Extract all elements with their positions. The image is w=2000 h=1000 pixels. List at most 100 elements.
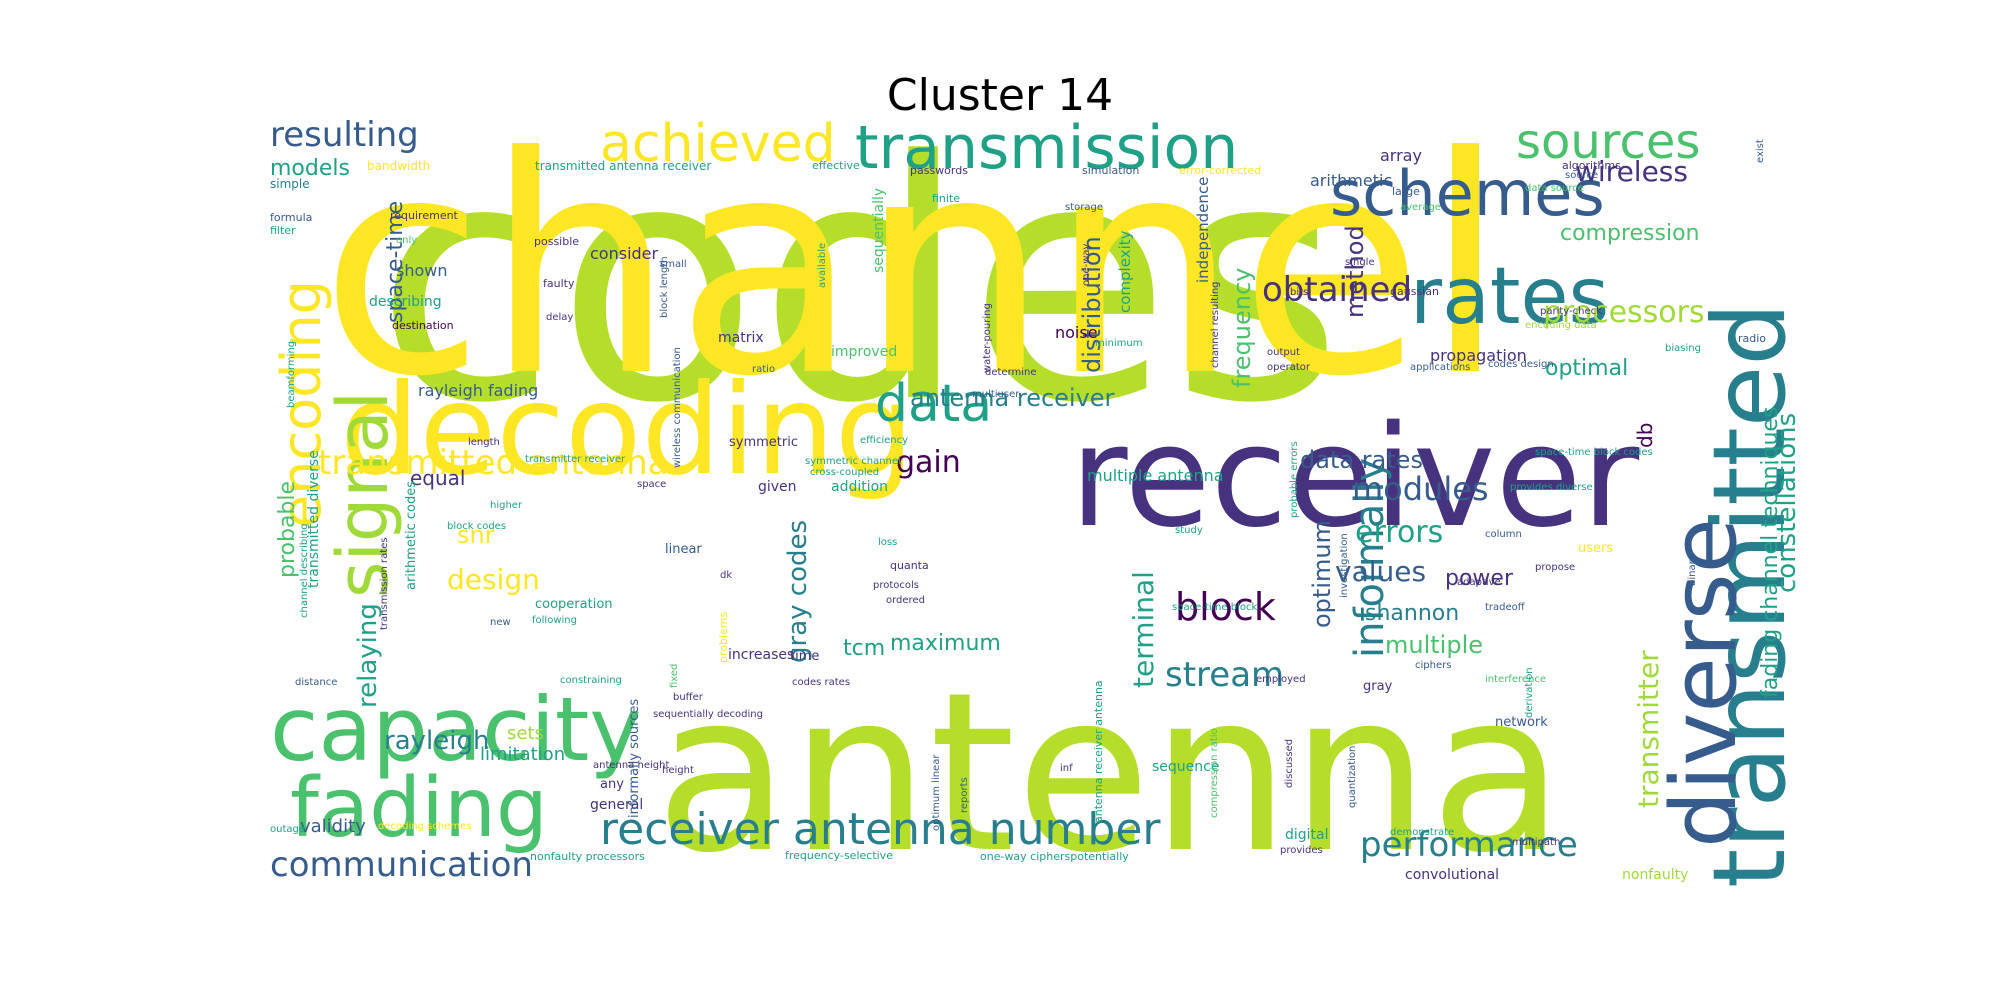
cloud-word: propagation: [1430, 346, 1527, 365]
cloud-word: tradeoff: [1485, 602, 1525, 613]
cloud-word: transmission: [855, 118, 1239, 183]
cloud-word: parity-check: [1540, 306, 1602, 317]
cloud-word: protocols: [873, 580, 920, 591]
cloud-word: effective: [812, 159, 860, 172]
cloud-word: linear: [665, 542, 702, 557]
cloud-word: channel describing: [299, 523, 310, 618]
cloud-word: multiuser: [972, 389, 1020, 400]
cloud-word: network: [1495, 715, 1548, 730]
cloud-word: tcm: [843, 636, 886, 661]
cloud-word: employed: [1256, 674, 1306, 685]
cloud-word: shannon: [1365, 601, 1460, 626]
cloud-word: optimal: [1545, 356, 1629, 381]
cloud-word: frequency: [1228, 267, 1256, 388]
cloud-word: fading: [290, 761, 548, 856]
cloud-word: transmitter receiver: [525, 454, 626, 465]
cloud-word: single: [1345, 257, 1375, 268]
cloud-word: power: [1445, 566, 1513, 591]
cloud-word: simple: [270, 177, 310, 191]
cloud-word: transmitter: [1632, 650, 1665, 808]
cloud-word: validity: [300, 816, 366, 837]
cloud-word: antenna receiver antenna: [1092, 680, 1105, 823]
cloud-word: receiver antenna number: [600, 804, 1161, 855]
cloud-word: any: [600, 777, 624, 792]
cloud-word: equal: [410, 466, 466, 490]
cloud-word: addition: [831, 479, 889, 495]
cloud-word: transmitted antenna: [318, 443, 669, 483]
cloud-word: method: [1341, 225, 1369, 318]
cloud-word: terminal: [1127, 571, 1160, 688]
cloud-word: shown: [396, 261, 448, 280]
cloud-word: following: [532, 615, 577, 626]
cloud-word: small: [660, 259, 687, 270]
cloud-word: compression ratio: [1209, 728, 1220, 818]
cloud-word: space-time block: [1172, 602, 1258, 613]
cloud-word: frequency-selective: [785, 849, 893, 862]
cloud-word: models: [270, 156, 350, 181]
cloud-word: rayleigh fading: [418, 381, 539, 400]
cloud-word: multiple antenna: [1087, 466, 1224, 485]
cloud-word: block: [1175, 585, 1276, 629]
cloud-word: constraining: [560, 675, 622, 686]
cloud-word: possible: [534, 235, 580, 248]
cloud-word: processors: [1543, 295, 1705, 330]
cloud-word: data rates: [1300, 446, 1423, 474]
cloud-word: arithmetic codes: [404, 480, 419, 590]
cloud-word: rayleigh: [384, 726, 490, 756]
cloud-word: simulation: [1082, 164, 1140, 177]
cloud-word: formula: [270, 211, 313, 224]
cloud-word: provides: [1280, 845, 1323, 856]
cloud-word: efficiency: [860, 435, 909, 446]
cloud-word: available: [817, 242, 828, 288]
cloud-word: error-corrected: [1179, 164, 1262, 177]
cloud-word: exist: [1755, 139, 1766, 163]
cloud-word: algorithms: [1562, 159, 1621, 172]
cloud-word: water-pouring: [982, 303, 993, 373]
cloud-word: cooperation: [535, 597, 613, 612]
cloud-word: space-time block codes: [1535, 447, 1653, 458]
cloud-word: wireless communication: [672, 347, 683, 468]
cloud-word: given: [758, 479, 797, 495]
cloud-word: buffer: [673, 692, 703, 703]
cloud-word: time: [790, 649, 820, 664]
cloud-word: relaying: [353, 603, 383, 708]
cloud-word: performance: [1360, 825, 1578, 865]
cloud-word: arithmetic: [1310, 171, 1393, 190]
cloud-word: codes design: [1488, 359, 1554, 370]
cloud-word: minimum: [1095, 338, 1143, 349]
cloud-word: inf: [1060, 763, 1073, 774]
cloud-word: nonfaulty: [1622, 867, 1689, 883]
cloud-word: applications: [1410, 362, 1471, 373]
cloud-word: biasing: [1665, 343, 1701, 354]
cloud-word: decoding: [340, 358, 915, 503]
cloud-word: distance: [295, 677, 338, 688]
cloud-word: rates: [1410, 252, 1610, 342]
cloud-word: height: [662, 765, 694, 776]
cloud-word: data source: [1525, 183, 1584, 194]
cloud-word: limitation: [480, 744, 566, 765]
cloud-word: adaptive: [1457, 577, 1501, 588]
cloud-word: gray: [1363, 679, 1393, 694]
cloud-word: antenna height: [593, 760, 670, 771]
cloud-word: fading channel techniques: [1758, 406, 1783, 698]
cloud-word: communication: [270, 845, 533, 885]
cloud-word: source: [1565, 170, 1599, 181]
cloud-word: fixed: [669, 663, 680, 688]
cloud-word: decoding schemes: [378, 821, 472, 832]
cloud-word: informally sources: [627, 698, 642, 818]
cloud-word: quantization: [1347, 745, 1358, 808]
cloud-word: only: [396, 235, 418, 246]
cloud-word: space: [637, 479, 667, 490]
cloud-word: ciphers: [1415, 660, 1452, 671]
cloud-word: digital: [1285, 827, 1329, 843]
chart-title: Cluster 14: [886, 70, 1114, 121]
cloud-word: optimum: [1308, 520, 1336, 628]
cloud-word: length: [468, 437, 500, 448]
cloud-word: multiple: [1385, 631, 1484, 659]
cloud-word: one-way cipherspotentially: [980, 850, 1129, 863]
cloud-word: matrix: [718, 330, 764, 346]
cloud-word: higher: [490, 500, 523, 511]
cloud-word: storage: [1065, 202, 1103, 213]
cloud-word: compression: [1560, 221, 1700, 246]
